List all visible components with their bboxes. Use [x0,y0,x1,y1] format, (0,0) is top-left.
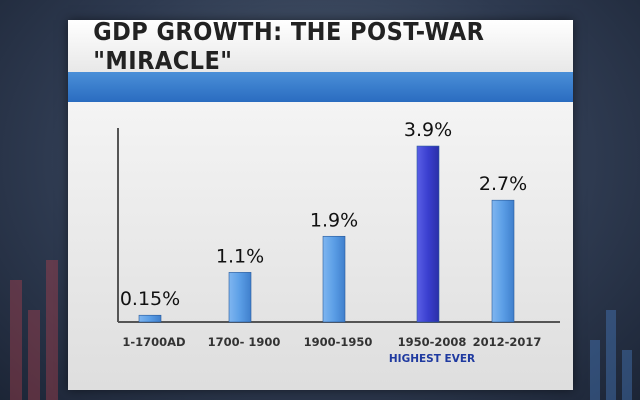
bar [491,199,515,323]
title-underline-band [68,72,573,102]
background-decor-bar [28,310,40,400]
x-tick-label: 1700- 1900 [208,335,281,349]
title-panel [68,20,573,72]
data-label: 1.1% [216,245,264,267]
x-tick-label: 1900-1950 [304,335,373,349]
bar [416,145,440,323]
background-decor-bar [10,280,22,400]
background-decor-bar [606,310,616,400]
plot-area [68,102,573,390]
bar [322,235,346,323]
data-label: 1.9% [310,209,358,231]
data-label: 3.9% [404,119,452,141]
bar [138,314,162,323]
x-tick-label: 1-1700AD [122,335,185,349]
x-tick-label: 1950-2008 [398,335,467,349]
background-decor-bar [622,350,632,400]
bar [228,272,252,323]
chart-title: GDP GROWTH: THE POST-WAR "MIRACLE" [93,17,485,75]
data-label: 0.15% [120,288,180,310]
background-decor-bar [590,340,600,400]
annotation-label: HIGHEST EVER [389,353,475,365]
x-tick-label: 2012-2017 [473,335,542,349]
data-label: 2.7% [479,173,527,195]
background-decor-bar [46,260,58,400]
